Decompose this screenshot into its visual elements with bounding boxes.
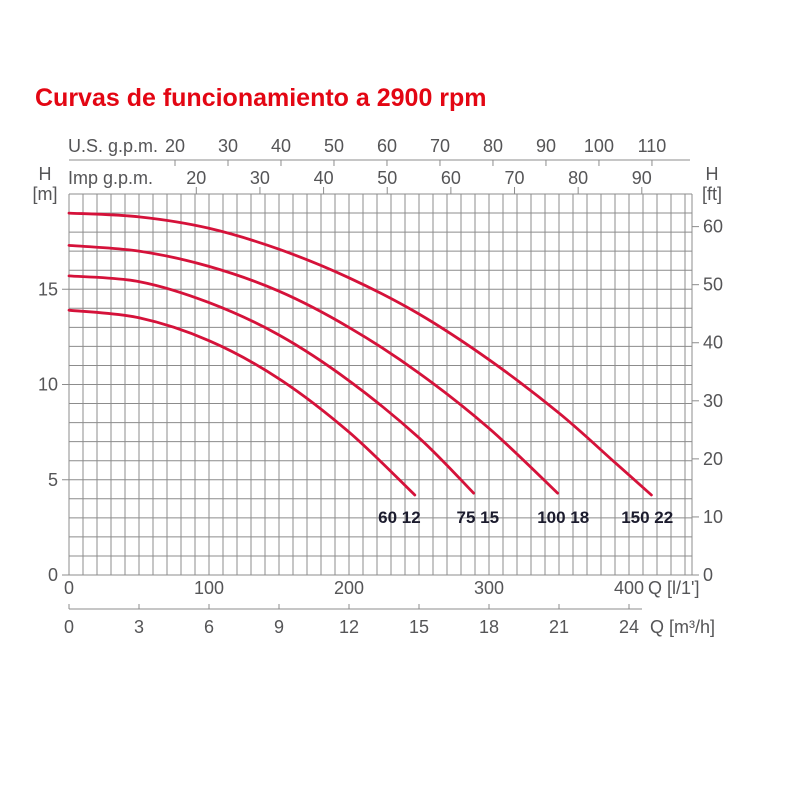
curve-75-15: 75 15 bbox=[67, 274, 500, 527]
svg-text:0: 0 bbox=[48, 565, 58, 585]
svg-text:100 18: 100 18 bbox=[537, 508, 589, 527]
svg-text:20: 20 bbox=[186, 168, 206, 188]
svg-text:150 22: 150 22 bbox=[621, 508, 673, 527]
svg-text:50: 50 bbox=[324, 136, 344, 156]
svg-text:60: 60 bbox=[377, 136, 397, 156]
svg-text:U.S. g.p.m.: U.S. g.p.m. bbox=[68, 136, 158, 156]
svg-text:80: 80 bbox=[568, 168, 588, 188]
svg-text:100: 100 bbox=[584, 136, 614, 156]
svg-text:6: 6 bbox=[204, 617, 214, 637]
svg-text:21: 21 bbox=[549, 617, 569, 637]
svg-text:H: H bbox=[706, 164, 719, 184]
axis-bottom-m3-per-h: 0 3 6 9 12 15 18 21 24 Q [m³/h] bbox=[64, 604, 715, 637]
svg-text:Imp g.p.m.: Imp g.p.m. bbox=[68, 168, 153, 188]
svg-text:80: 80 bbox=[483, 136, 503, 156]
svg-text:20: 20 bbox=[165, 136, 185, 156]
grid bbox=[68, 193, 693, 576]
svg-text:90: 90 bbox=[632, 168, 652, 188]
svg-text:H: H bbox=[39, 164, 52, 184]
svg-text:15: 15 bbox=[38, 279, 58, 299]
axis-right-h-ft: H[ft] 0 10 20 30 40 50 60 bbox=[692, 164, 723, 585]
page-title: Curvas de funcionamiento a 2900 rpm bbox=[35, 84, 487, 112]
svg-text:3: 3 bbox=[134, 617, 144, 637]
svg-text:5: 5 bbox=[48, 470, 58, 490]
svg-text:200: 200 bbox=[334, 578, 364, 598]
curve-150-22: 150 22 bbox=[67, 211, 673, 527]
svg-text:30: 30 bbox=[703, 391, 723, 411]
svg-text:70: 70 bbox=[505, 168, 525, 188]
svg-text:9: 9 bbox=[274, 617, 284, 637]
svg-text:0: 0 bbox=[64, 617, 74, 637]
svg-text:70: 70 bbox=[430, 136, 450, 156]
svg-text:90: 90 bbox=[536, 136, 556, 156]
svg-text:50: 50 bbox=[377, 168, 397, 188]
curve-60-12: 60 12 bbox=[67, 308, 421, 527]
svg-text:[m]: [m] bbox=[33, 184, 58, 204]
axis-top-imp-gpm: Imp g.p.m. 20 30 40 50 60 70 80 90 bbox=[68, 168, 652, 194]
svg-text:18: 18 bbox=[479, 617, 499, 637]
svg-text:20: 20 bbox=[703, 449, 723, 469]
svg-text:30: 30 bbox=[250, 168, 270, 188]
svg-text:40: 40 bbox=[703, 333, 723, 353]
svg-text:10: 10 bbox=[38, 375, 58, 395]
curve-100-18: 100 18 bbox=[67, 244, 589, 527]
svg-text:12: 12 bbox=[339, 617, 359, 637]
svg-text:Q [m³/h]: Q [m³/h] bbox=[650, 617, 715, 637]
svg-text:60: 60 bbox=[441, 168, 461, 188]
svg-text:110: 110 bbox=[638, 136, 667, 156]
svg-text:Q [l/1']: Q [l/1'] bbox=[648, 578, 699, 598]
svg-text:40: 40 bbox=[271, 136, 291, 156]
svg-text:100: 100 bbox=[194, 578, 224, 598]
axis-bottom-l-per-min: 0 100 200 300 400 Q [l/1'] bbox=[64, 578, 699, 598]
svg-text:[ft]: [ft] bbox=[702, 184, 722, 204]
svg-text:60: 60 bbox=[703, 217, 723, 237]
svg-text:0: 0 bbox=[64, 578, 74, 598]
svg-text:400: 400 bbox=[614, 578, 644, 598]
svg-text:0: 0 bbox=[703, 565, 713, 585]
svg-text:24: 24 bbox=[619, 617, 639, 637]
svg-text:75 15: 75 15 bbox=[457, 508, 500, 527]
svg-text:300: 300 bbox=[474, 578, 504, 598]
svg-text:40: 40 bbox=[314, 168, 334, 188]
svg-text:15: 15 bbox=[409, 617, 429, 637]
svg-text:10: 10 bbox=[703, 507, 723, 527]
svg-text:30: 30 bbox=[218, 136, 238, 156]
axis-top-us-gpm: U.S. g.p.m. 20 30 40 50 60 70 80 90 100 110 bbox=[68, 136, 690, 166]
svg-text:60 12: 60 12 bbox=[378, 508, 421, 527]
svg-text:50: 50 bbox=[703, 275, 723, 295]
axis-left-h-m: H[m] 0 5 10 15 bbox=[33, 164, 69, 585]
